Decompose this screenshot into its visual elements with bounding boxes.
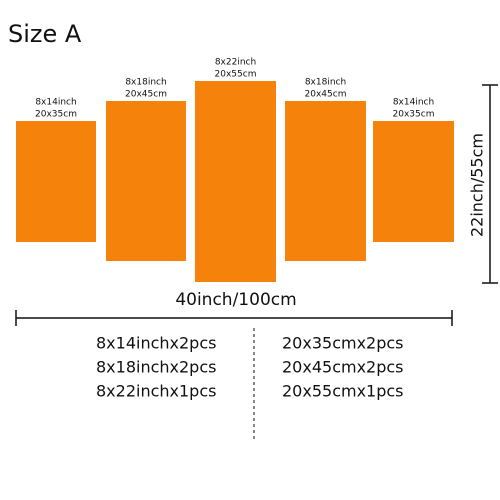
panel-size-cm: 20x45cm — [125, 90, 167, 100]
height-label: 22inch/55cm — [468, 133, 487, 237]
right-list-item: 20x45cmx2pcs — [282, 358, 404, 377]
panel-size-inch: 8x18inch — [305, 78, 346, 88]
left-list-item: 8x22inchx1pcs — [96, 382, 216, 401]
right-list-item: 20x55cmx1pcs — [282, 382, 404, 401]
panel-size-inch: 8x14inch — [35, 98, 76, 108]
left-list-item: 8x18inchx2pcs — [96, 358, 216, 377]
right-list-item: 20x35cmx2pcs — [282, 334, 404, 353]
panel-size-cm: 20x35cm — [35, 110, 77, 120]
panel-size-cm: 20x35cm — [393, 110, 435, 120]
panel-size-cm: 20x45cm — [305, 90, 347, 100]
panel-size-inch: 8x14inch — [393, 98, 434, 108]
canvas-panel — [16, 121, 96, 242]
canvas-panel — [373, 121, 454, 242]
title: Size A — [8, 20, 82, 48]
panel-size-cm: 20x55cm — [215, 70, 257, 80]
panel-size-inch: 8x22inch — [215, 58, 256, 68]
canvas-panel — [195, 81, 276, 282]
panel-size-inch: 8x18inch — [125, 78, 166, 88]
width-label: 40inch/100cm — [175, 290, 296, 310]
canvas-panel — [285, 101, 366, 261]
canvas-panel — [106, 101, 186, 261]
left-list-item: 8x14inchx2pcs — [96, 334, 216, 353]
